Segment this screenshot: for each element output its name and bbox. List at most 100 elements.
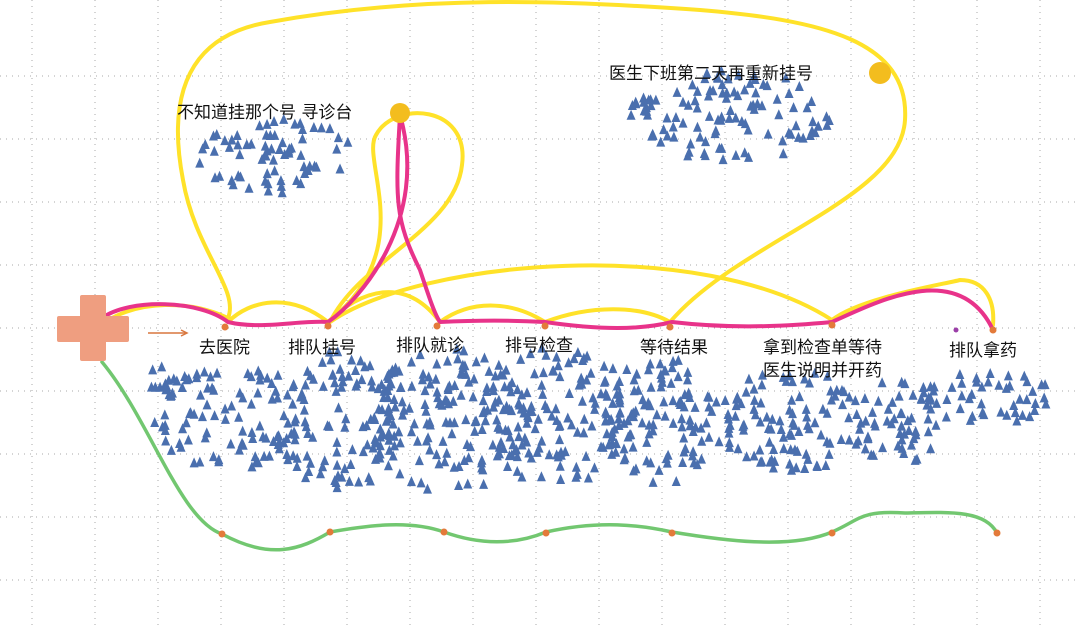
- person-triangle-icon: [606, 413, 616, 424]
- person-triangle-icon: [778, 135, 788, 146]
- person-triangle-icon: [577, 395, 587, 406]
- person-triangle-icon: [494, 359, 504, 370]
- person-triangle-icon: [358, 446, 368, 457]
- stage-label-go-hospital: 去医院: [199, 338, 250, 358]
- person-triangle-icon: [438, 435, 448, 446]
- person-triangle-icon: [812, 460, 822, 471]
- person-triangle-icon: [564, 388, 574, 399]
- person-triangle-icon: [333, 346, 343, 357]
- person-triangle-icon: [235, 149, 245, 160]
- person-triangle-icon: [656, 381, 666, 392]
- person-triangle-icon: [523, 412, 533, 423]
- person-triangle-icon: [270, 165, 280, 176]
- person-triangle-icon: [555, 371, 565, 382]
- person-triangle-icon: [685, 414, 695, 425]
- person-triangle-icon: [673, 371, 683, 382]
- person-triangle-icon: [394, 426, 404, 437]
- person-triangle-icon: [631, 405, 641, 416]
- person-triangle-icon: [484, 365, 494, 376]
- person-triangle-icon: [522, 387, 532, 398]
- person-triangle-icon: [175, 437, 185, 448]
- person-triangle-icon: [791, 120, 801, 131]
- person-triangle-icon: [237, 437, 247, 448]
- person-triangle-icon: [262, 168, 272, 179]
- person-triangle-icon: [450, 379, 460, 390]
- person-triangle-icon: [778, 371, 788, 382]
- person-triangle-icon: [442, 355, 452, 366]
- person-triangle-icon: [332, 459, 342, 470]
- person-triangle-icon: [563, 412, 573, 423]
- person-triangle-icon: [299, 394, 309, 405]
- person-triangle-icon: [784, 127, 794, 138]
- person-triangle-icon: [470, 425, 480, 436]
- person-triangle-icon: [269, 436, 279, 447]
- person-triangle-icon: [605, 438, 615, 449]
- person-triangle-icon: [297, 133, 307, 144]
- person-triangle-icon: [810, 417, 820, 428]
- person-triangle-icon: [821, 459, 831, 470]
- person-triangle-icon: [826, 385, 836, 396]
- person-triangle-icon: [1012, 415, 1022, 426]
- person-triangle-icon: [596, 388, 606, 399]
- person-triangle-icon: [619, 443, 629, 454]
- person-triangle-icon: [224, 141, 234, 152]
- person-triangle-icon: [434, 458, 444, 469]
- person-triangle-icon: [724, 437, 734, 448]
- person-triangle-icon: [537, 379, 547, 390]
- person-triangle-icon: [678, 117, 688, 128]
- person-triangle-icon: [692, 121, 702, 132]
- person-triangle-icon: [526, 452, 536, 463]
- person-triangle-icon: [704, 110, 714, 121]
- person-triangle-icon: [909, 433, 919, 444]
- person-triangle-icon: [724, 422, 734, 433]
- person-triangle-icon: [335, 163, 345, 174]
- person-triangle-icon: [482, 382, 492, 393]
- bubble-label-help-desk: 不知道挂那个号 寻诊台: [177, 103, 353, 123]
- person-triangle-icon: [552, 351, 562, 362]
- person-triangle-icon: [784, 87, 794, 98]
- person-triangle-icon: [383, 373, 393, 384]
- person-triangle-icon: [883, 403, 893, 414]
- person-triangle-icon: [318, 380, 328, 391]
- crowd-layer: [146, 65, 1051, 494]
- person-triangle-icon: [330, 377, 340, 388]
- person-triangle-icon: [697, 435, 707, 446]
- person-triangle-icon: [810, 127, 820, 138]
- person-triangle-icon: [234, 411, 244, 422]
- stage-dot: [324, 322, 332, 330]
- person-triangle-icon: [678, 96, 688, 107]
- person-triangle-icon: [449, 461, 459, 472]
- person-triangle-icon: [745, 77, 755, 88]
- person-triangle-icon: [265, 129, 275, 140]
- green-path: [100, 360, 999, 552]
- person-triangle-icon: [749, 450, 759, 461]
- person-triangle-icon: [695, 131, 705, 142]
- person-triangle-icon: [443, 382, 453, 393]
- person-triangle-icon: [675, 399, 685, 410]
- person-triangle-icon: [800, 462, 810, 473]
- person-triangle-icon: [262, 118, 272, 129]
- person-triangle-icon: [300, 379, 310, 390]
- person-triangle-icon: [763, 128, 773, 139]
- person-triangle-icon: [202, 427, 212, 438]
- person-triangle-icon: [755, 416, 765, 427]
- person-triangle-icon: [530, 423, 540, 434]
- person-triangle-icon: [825, 437, 835, 448]
- yellow-path: [103, 0, 996, 327]
- person-triangle-icon: [574, 379, 584, 390]
- person-triangle-icon: [352, 378, 362, 389]
- stage-dot: [542, 529, 550, 537]
- stage-dot: [541, 322, 549, 330]
- person-triangle-icon: [731, 400, 741, 411]
- person-triangle-icon: [583, 472, 593, 483]
- person-triangle-icon: [209, 384, 219, 395]
- person-triangle-icon: [343, 136, 353, 147]
- person-triangle-icon: [316, 468, 326, 479]
- person-triangle-icon: [332, 436, 342, 447]
- person-triangle-icon: [522, 436, 532, 447]
- stage-label-queue-consult: 排队就诊: [396, 336, 464, 356]
- person-triangle-icon: [494, 448, 504, 459]
- person-triangle-icon: [445, 417, 455, 428]
- stage-label-wait-results: 等待结果: [640, 338, 708, 358]
